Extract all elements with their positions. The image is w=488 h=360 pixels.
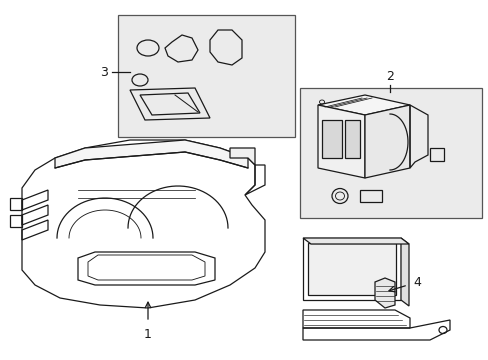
Polygon shape	[374, 278, 394, 308]
Text: 3: 3	[100, 66, 108, 78]
Text: 1: 1	[144, 328, 152, 341]
Text: 4: 4	[412, 276, 420, 289]
Polygon shape	[317, 105, 364, 178]
Bar	[345, 120, 359, 158]
Polygon shape	[317, 95, 409, 115]
Bar	[303, 238, 400, 300]
Polygon shape	[303, 238, 408, 244]
Bar	[321, 120, 341, 158]
Bar	[118, 15, 294, 137]
Bar	[299, 88, 481, 218]
Polygon shape	[400, 238, 408, 306]
Polygon shape	[364, 105, 409, 178]
Bar	[429, 148, 443, 161]
Polygon shape	[55, 140, 247, 168]
Bar	[359, 190, 381, 202]
Text: 2: 2	[385, 70, 393, 83]
Polygon shape	[229, 148, 254, 165]
Bar	[307, 243, 395, 295]
